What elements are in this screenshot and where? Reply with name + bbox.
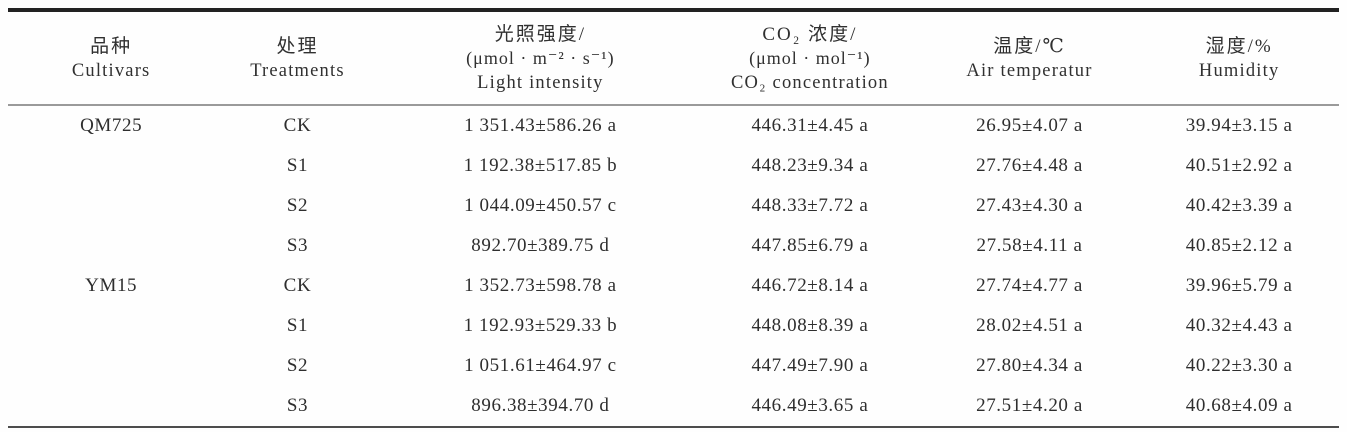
col-header-light-intensity: 光照强度/ (μmol · m⁻² · s⁻¹) Light intensity	[381, 10, 700, 105]
table-row: S1 1 192.38±517.85 b 448.23±9.34 a 27.76…	[8, 146, 1339, 186]
cell-humidity: 40.32±4.43 a	[1185, 315, 1293, 337]
cultivars-header-zh: 品种	[90, 35, 133, 57]
col-header-co2-concentration: CO₂ 浓度/ (μmol · mol⁻¹) CO₂ concentration	[700, 10, 920, 105]
cell-temperature: 27.51±4.20 a	[976, 395, 1083, 417]
table-header: 品种 Cultivars 处理 Treatments 光照强度/ (μmol ·…	[8, 10, 1339, 106]
table-row: S3 896.38±394.70 d 446.49±3.65 a 27.51±4…	[8, 386, 1339, 427]
cell-light-intensity: 1 351.43±586.26 a	[464, 115, 617, 137]
cell-treatment: S2	[286, 195, 309, 217]
treatments-header-zh: 处理	[276, 35, 319, 57]
cell-light-intensity: 1 192.38±517.85 b	[463, 155, 618, 177]
table-row: S3 892.70±389.75 d 447.85±6.79 a 27.58±4…	[8, 226, 1339, 266]
table-row: QM725 CK 1 351.43±586.26 a 446.31±4.45 a…	[8, 105, 1339, 146]
cell-treatment: S2	[286, 355, 309, 377]
table-body: QM725 CK 1 351.43±586.26 a 446.31±4.45 a…	[8, 105, 1339, 427]
light-header-unit: (μmol · m⁻² · s⁻¹)	[466, 48, 615, 69]
cell-light-intensity: 1 051.61±464.97 c	[464, 355, 617, 377]
cell-light-intensity: 1 044.09±450.57 c	[464, 195, 617, 217]
table-row: S2 1 051.61±464.97 c 447.49±7.90 a 27.80…	[8, 346, 1339, 386]
cell-co2-concentration: 446.31±4.45 a	[751, 115, 869, 137]
cell-temperature: 27.58±4.11 a	[976, 235, 1083, 257]
col-header-cultivars: 品种 Cultivars	[8, 10, 214, 105]
cell-humidity: 40.85±2.12 a	[1185, 235, 1293, 257]
co2-header-unit: (μmol · mol⁻¹)	[749, 48, 871, 69]
environment-conditions-table: 品种 Cultivars 处理 Treatments 光照强度/ (μmol ·…	[8, 8, 1339, 429]
cell-cultivar	[8, 306, 214, 346]
cell-treatment: S1	[286, 155, 309, 177]
cell-treatment: CK	[283, 275, 312, 297]
table-row: S1 1 192.93±529.33 b 448.08±8.39 a 28.02…	[8, 306, 1339, 346]
cell-co2-concentration: 448.33±7.72 a	[751, 195, 869, 217]
cell-humidity: 39.94±3.15 a	[1185, 115, 1293, 137]
temperature-header-en: Air temperatur	[966, 60, 1093, 81]
cell-treatment: CK	[283, 115, 312, 137]
table-row: YM15 CK 1 352.73±598.78 a 446.72±8.14 a …	[8, 266, 1339, 306]
cell-cultivar	[8, 186, 214, 226]
cell-co2-concentration: 448.23±9.34 a	[751, 155, 869, 177]
cultivars-header-en: Cultivars	[71, 60, 151, 81]
cell-temperature: 26.95±4.07 a	[976, 115, 1083, 137]
cell-humidity: 40.51±2.92 a	[1185, 155, 1293, 177]
cell-cultivar	[8, 226, 214, 266]
col-header-treatments: 处理 Treatments	[214, 10, 380, 105]
cell-temperature: 28.02±4.51 a	[976, 315, 1083, 337]
cell-cultivar	[8, 146, 214, 186]
cell-temperature: 27.74±4.77 a	[976, 275, 1083, 297]
cell-temperature: 27.43±4.30 a	[976, 195, 1083, 217]
cell-cultivar	[8, 386, 214, 427]
cell-treatment: S1	[286, 315, 309, 337]
cell-cultivar	[8, 346, 214, 386]
humidity-header-en: Humidity	[1198, 60, 1280, 81]
co2-header-en: CO₂ concentration	[730, 72, 889, 93]
cell-humidity: 40.22±3.30 a	[1185, 355, 1293, 377]
table-row: S2 1 044.09±450.57 c 448.33±7.72 a 27.43…	[8, 186, 1339, 226]
cell-humidity: 40.42±3.39 a	[1185, 195, 1293, 217]
cell-co2-concentration: 447.49±7.90 a	[751, 355, 869, 377]
col-header-humidity: 湿度/% Humidity	[1139, 10, 1339, 105]
cell-temperature: 27.80±4.34 a	[976, 355, 1083, 377]
header-row: 品种 Cultivars 处理 Treatments 光照强度/ (μmol ·…	[8, 10, 1339, 106]
temperature-header-zh: 温度/℃	[993, 35, 1066, 57]
cell-light-intensity: 896.38±394.70 d	[471, 395, 610, 417]
cell-treatment: S3	[286, 235, 309, 257]
co2-header-zh: CO₂ 浓度/	[762, 24, 858, 45]
cell-light-intensity: 1 192.93±529.33 b	[463, 315, 618, 337]
cell-cultivar: QM725	[80, 115, 143, 137]
cell-humidity: 40.68±4.09 a	[1185, 395, 1293, 417]
treatments-header-en: Treatments	[250, 60, 345, 81]
cell-humidity: 39.96±5.79 a	[1185, 275, 1293, 297]
cell-temperature: 27.76±4.48 a	[976, 155, 1083, 177]
cell-co2-concentration: 447.85±6.79 a	[751, 235, 869, 257]
cell-treatment: S3	[286, 395, 309, 417]
cell-cultivar: YM15	[85, 275, 138, 297]
humidity-header-zh: 湿度/%	[1205, 35, 1273, 57]
light-header-zh: 光照强度/	[494, 24, 587, 45]
cell-co2-concentration: 446.49±3.65 a	[751, 395, 869, 417]
cell-co2-concentration: 448.08±8.39 a	[751, 315, 869, 337]
cell-light-intensity: 1 352.73±598.78 a	[464, 275, 617, 297]
col-header-temperature: 温度/℃ Air temperatur	[920, 10, 1140, 105]
cell-co2-concentration: 446.72±8.14 a	[751, 275, 869, 297]
cell-light-intensity: 892.70±389.75 d	[471, 235, 610, 257]
light-header-en: Light intensity	[477, 72, 604, 93]
